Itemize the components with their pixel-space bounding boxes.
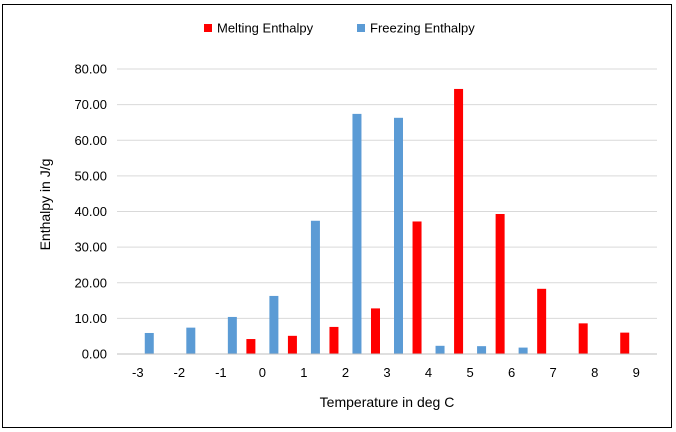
melting-bar bbox=[371, 308, 380, 354]
legend-swatch-melting bbox=[204, 24, 212, 32]
bars bbox=[144, 88, 630, 355]
gridlines bbox=[117, 68, 657, 319]
x-tick-label: 7 bbox=[550, 365, 557, 380]
x-axis-title: Temperature in deg C bbox=[320, 394, 455, 410]
x-tick-label: 2 bbox=[342, 365, 349, 380]
melting-bar bbox=[537, 288, 547, 354]
bar-chart: 0.00 10.00 20.00 30.00 40.00 50.00 60.00 70.00 8… bbox=[37, 21, 657, 410]
melting-bar bbox=[495, 213, 505, 354]
freezing-bar bbox=[227, 316, 237, 354]
x-tick-label: 3 bbox=[383, 365, 390, 380]
freezing-bar bbox=[186, 327, 196, 354]
x-tick-label: -2 bbox=[174, 365, 186, 380]
freezing-bar bbox=[518, 347, 528, 354]
y-tick-label: 80.00 bbox=[74, 62, 107, 77]
axes: 0.00 10.00 20.00 30.00 40.00 50.00 60.00 70.00 8… bbox=[74, 62, 657, 380]
x-tick-label: 6 bbox=[508, 365, 515, 380]
melting-bar bbox=[454, 88, 464, 354]
y-tick-label: 10.00 bbox=[74, 311, 107, 326]
y-tick-label: 20.00 bbox=[74, 275, 107, 290]
melting-bar bbox=[578, 323, 588, 354]
y-tick-label: 0.00 bbox=[82, 347, 107, 362]
melting-bar bbox=[329, 326, 339, 354]
x-tick-label: -1 bbox=[215, 365, 227, 380]
freezing-bar bbox=[269, 295, 279, 354]
melting-bar bbox=[287, 335, 297, 354]
x-tick-label: 5 bbox=[466, 365, 473, 380]
chart-frame: 0.00 10.00 20.00 30.00 40.00 50.00 60.00 70.00 8… bbox=[2, 4, 672, 428]
x-tick-label: 9 bbox=[633, 365, 640, 380]
melting-bar bbox=[620, 332, 630, 354]
legend-swatch-freezing bbox=[357, 24, 365, 32]
x-tick-label: -3 bbox=[132, 365, 144, 380]
y-tick-label: 40.00 bbox=[74, 204, 107, 219]
y-tick-label: 50.00 bbox=[74, 168, 107, 183]
freezing-bar bbox=[477, 346, 487, 354]
y-tick-label: 70.00 bbox=[74, 97, 107, 112]
x-tick-label: 0 bbox=[259, 365, 266, 380]
freezing-bar bbox=[394, 117, 403, 355]
legend-label-freezing: Freezing Enthalpy bbox=[370, 21, 475, 36]
legend-label-melting: Melting Enthalpy bbox=[217, 21, 314, 36]
y-tick-label: 60.00 bbox=[74, 133, 107, 148]
freezing-bar bbox=[352, 113, 362, 354]
melting-bar bbox=[246, 339, 256, 354]
x-tick-label: 8 bbox=[591, 365, 598, 380]
x-tick-label: 1 bbox=[300, 365, 307, 380]
y-tick-label: 30.00 bbox=[74, 240, 107, 255]
y-axis-title: Enthalpy in J/g bbox=[37, 159, 53, 251]
melting-bar bbox=[412, 221, 422, 354]
legend: Melting Enthalpy Freezing Enthalpy bbox=[204, 21, 475, 36]
freezing-bar bbox=[310, 220, 320, 354]
x-tick-label: 4 bbox=[425, 365, 432, 380]
freezing-bar bbox=[144, 332, 154, 354]
freezing-bar bbox=[435, 345, 445, 354]
